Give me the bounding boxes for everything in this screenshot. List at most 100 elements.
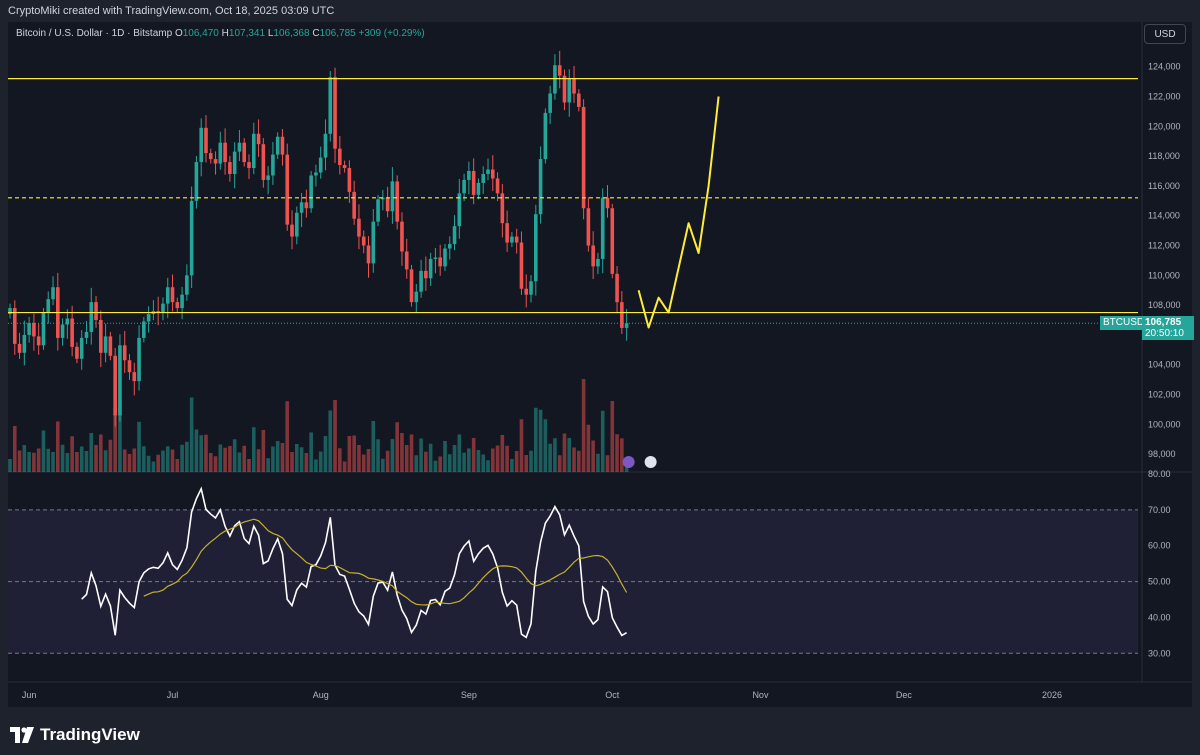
- candle-body: [309, 175, 313, 209]
- projection-drawing: [637, 96, 720, 329]
- volume-bar: [395, 422, 399, 472]
- candle-body: [557, 65, 562, 76]
- volume-bar: [328, 410, 333, 472]
- volume-bar: [75, 452, 79, 472]
- volume-bar: [357, 445, 361, 472]
- candle-body: [404, 251, 409, 270]
- volume-bar: [390, 439, 395, 472]
- candle-body: [505, 223, 509, 243]
- candle-body: [199, 127, 203, 163]
- volume-bar: [79, 446, 84, 472]
- candle-body: [400, 221, 404, 252]
- candle-body: [22, 334, 27, 353]
- candle-body: [189, 200, 194, 276]
- top-bar: CryptoMiki created with TradingView.com,…: [0, 0, 1200, 22]
- volume-bar: [548, 443, 552, 472]
- candle-body: [17, 343, 22, 353]
- volume-bar: [51, 452, 55, 472]
- candle-body: [94, 302, 98, 321]
- volume-bar: [208, 453, 213, 472]
- volume-bar: [60, 444, 65, 472]
- volume-bar: [404, 445, 409, 472]
- candle-body: [328, 77, 333, 134]
- candle-body: [161, 303, 165, 313]
- price-tick-label: 120,000: [1148, 121, 1181, 131]
- footer: TradingView: [0, 707, 1200, 755]
- volume-bar: [400, 433, 404, 472]
- volume-bar: [12, 426, 17, 472]
- candle-body: [553, 65, 557, 94]
- tradingview-logo[interactable]: TradingView: [10, 725, 140, 745]
- price-tick-label: 104,000: [1148, 360, 1181, 370]
- volume-bar: [56, 421, 60, 472]
- volume-bar: [476, 450, 481, 472]
- candle-body: [357, 218, 361, 237]
- volume-bar: [567, 438, 572, 472]
- volume-bar: [290, 452, 294, 472]
- volume-bar: [228, 446, 232, 472]
- volume-bar: [333, 400, 337, 472]
- candle-body: [615, 273, 619, 303]
- volume-bar: [529, 450, 533, 472]
- candle-body: [361, 236, 366, 246]
- volume-bar: [175, 459, 180, 472]
- volume-bar: [161, 450, 165, 472]
- volume-bar: [409, 434, 414, 472]
- volume-bar: [500, 435, 505, 472]
- volume-bar: [142, 446, 146, 472]
- candle-body: [548, 93, 552, 113]
- volume-bar: [204, 434, 208, 472]
- candle-body: [534, 214, 538, 282]
- volume-bar: [462, 452, 466, 472]
- volume-bar: [381, 458, 385, 472]
- volume-bar: [261, 430, 266, 472]
- volume-bar: [32, 452, 36, 472]
- chart-area[interactable]: 98,000100,000102,000104,000106,000108,00…: [8, 22, 1192, 707]
- candle-body: [620, 302, 624, 328]
- candle-body: [500, 193, 505, 224]
- price-tick-label: 118,000: [1148, 151, 1180, 161]
- volume-bar: [438, 456, 442, 472]
- price-tick-label: 112,000: [1148, 241, 1180, 251]
- chart-svg[interactable]: 98,000100,000102,000104,000106,000108,00…: [8, 22, 1192, 707]
- candle-body: [180, 294, 184, 309]
- rsi-ma-line: [143, 518, 628, 606]
- time-tick-label: Dec: [896, 690, 913, 700]
- volume-bar: [514, 451, 519, 472]
- rsi-tick-label: 80.00: [1148, 469, 1171, 479]
- candle-body: [419, 270, 423, 292]
- volume-bar: [596, 453, 600, 472]
- volume-bar: [280, 443, 285, 472]
- event-icon: [622, 456, 635, 468]
- volume-bar: [132, 448, 137, 472]
- volume-bar: [524, 455, 529, 472]
- volume-bar: [127, 454, 132, 472]
- candle-body: [467, 171, 471, 180]
- candle-body: [596, 258, 600, 267]
- candle-body: [41, 312, 46, 346]
- volume-bar: [17, 450, 22, 472]
- time-tick-label: Jul: [167, 690, 179, 700]
- currency-button[interactable]: USD: [1144, 24, 1186, 44]
- candle-body: [99, 320, 103, 353]
- volume-bar: [118, 401, 122, 472]
- volume-bar: [41, 430, 46, 472]
- legend-high-label: H: [221, 28, 229, 39]
- candle-body: [433, 257, 438, 259]
- legend-change: +309 (+0.29%): [358, 28, 425, 39]
- volume-bar: [113, 408, 117, 472]
- volume-bar: [385, 450, 390, 472]
- price-tag-symbol: BTCUSD: [1100, 316, 1148, 330]
- candle-body: [481, 173, 486, 183]
- candle-body: [51, 287, 55, 300]
- candle-body: [65, 318, 70, 325]
- time-tick-label: Oct: [605, 690, 620, 700]
- volume-bar: [99, 434, 103, 472]
- volume-bar: [170, 449, 175, 472]
- volume-bar: [510, 459, 514, 472]
- rsi-tick-label: 30.00: [1148, 648, 1171, 658]
- candle-body: [586, 208, 591, 246]
- candle-body: [572, 78, 576, 94]
- candle-body: [390, 181, 395, 212]
- candle-body: [366, 245, 371, 264]
